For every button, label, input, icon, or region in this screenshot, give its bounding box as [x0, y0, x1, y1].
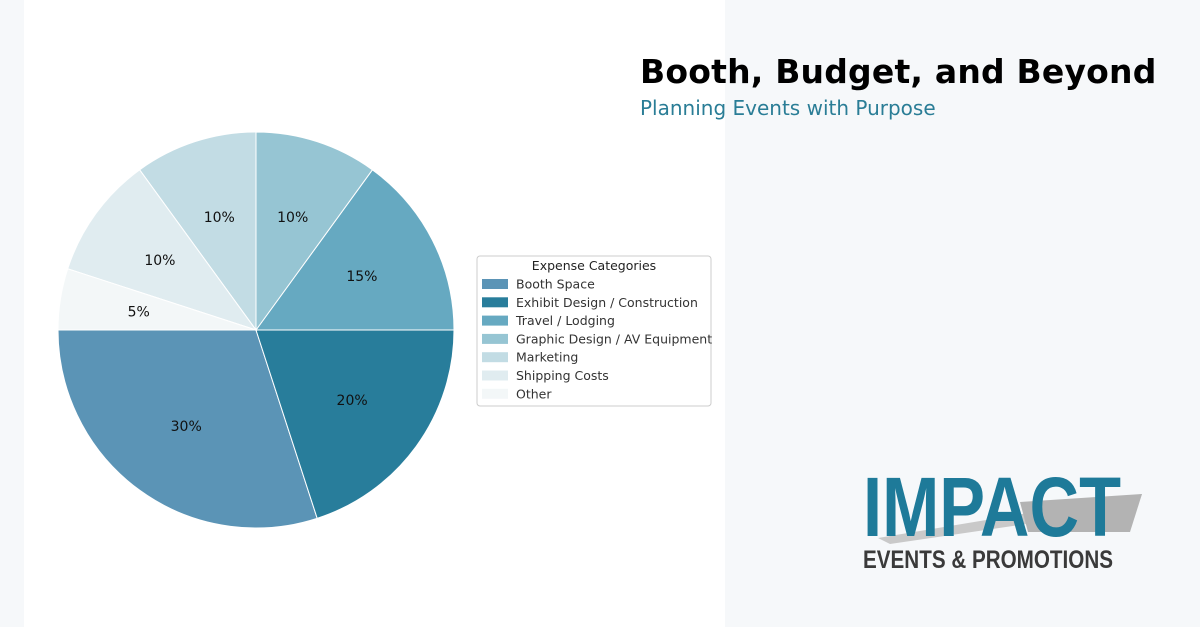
pie-slice-marketing	[138, 131, 257, 332]
legend-swatch-marketing	[482, 352, 508, 363]
logo-tagline: EVENTS & PROMOTIONS	[863, 546, 1113, 574]
logo-wordmark: IMPACT	[863, 460, 1121, 554]
pie-slice-graphic-design-av-equipment	[255, 131, 374, 332]
legend-label-shipping-costs: Shipping Costs	[516, 368, 609, 383]
logo-swoosh-tail	[1020, 494, 1142, 532]
pie-slices	[57, 131, 455, 529]
pie-slice-exhibit-design-construction	[255, 329, 455, 519]
legend-swatch-exhibit-design-construction	[482, 297, 508, 308]
pie-slice-travel-lodging	[255, 169, 455, 331]
legend-swatch-other	[482, 388, 508, 399]
slice-label-exhibit-design-construction: 20%	[337, 393, 368, 409]
slice-label-marketing: 10%	[204, 210, 235, 226]
legend-label-marketing: Marketing	[516, 350, 578, 365]
legend-swatch-booth-space	[482, 279, 508, 289]
page-title: Booth, Budget, and Beyond	[640, 52, 1157, 91]
slice-label-other: 5%	[128, 304, 150, 320]
chart-legend: Expense Categories Booth Space Exhibit De…	[476, 255, 712, 407]
legend-entries: Booth Space Exhibit Design / Construction…	[482, 277, 712, 401]
legend-swatch-graphic-design-av-equipment	[482, 333, 508, 344]
legend-swatch-travel-lodging	[482, 315, 508, 326]
legend-swatch-shipping-costs	[482, 370, 508, 381]
legend-label-booth-space: Booth Space	[516, 277, 595, 292]
slice-label-shipping-costs: 10%	[144, 253, 175, 269]
slice-label-booth-space: 30%	[171, 419, 202, 435]
pie-slice-shipping-costs	[67, 169, 258, 331]
legend-label-other: Other	[516, 386, 552, 401]
page-subtitle: Planning Events with Purpose	[640, 96, 936, 120]
legend-title: Expense Categories	[532, 258, 656, 273]
pie-slice-other	[57, 268, 257, 331]
impact-events-logo: IMPACT EVENTS & PROMOTIONS	[863, 460, 1142, 574]
pie-slice-labels: 30% 20% 15% 10% 10% 10% 5%	[128, 210, 378, 435]
legend-label-exhibit-design-construction: Exhibit Design / Construction	[516, 295, 698, 310]
legend-label-travel-lodging: Travel / Lodging	[515, 313, 615, 328]
legend-frame	[476, 255, 712, 407]
pie-slice-booth-space	[57, 329, 318, 529]
legend-label-graphic-design-av-equipment: Graphic Design / AV Equipment	[516, 331, 712, 346]
slice-label-travel-lodging: 15%	[346, 269, 377, 285]
slice-label-graphic-design-av-equipment: 10%	[277, 210, 308, 226]
